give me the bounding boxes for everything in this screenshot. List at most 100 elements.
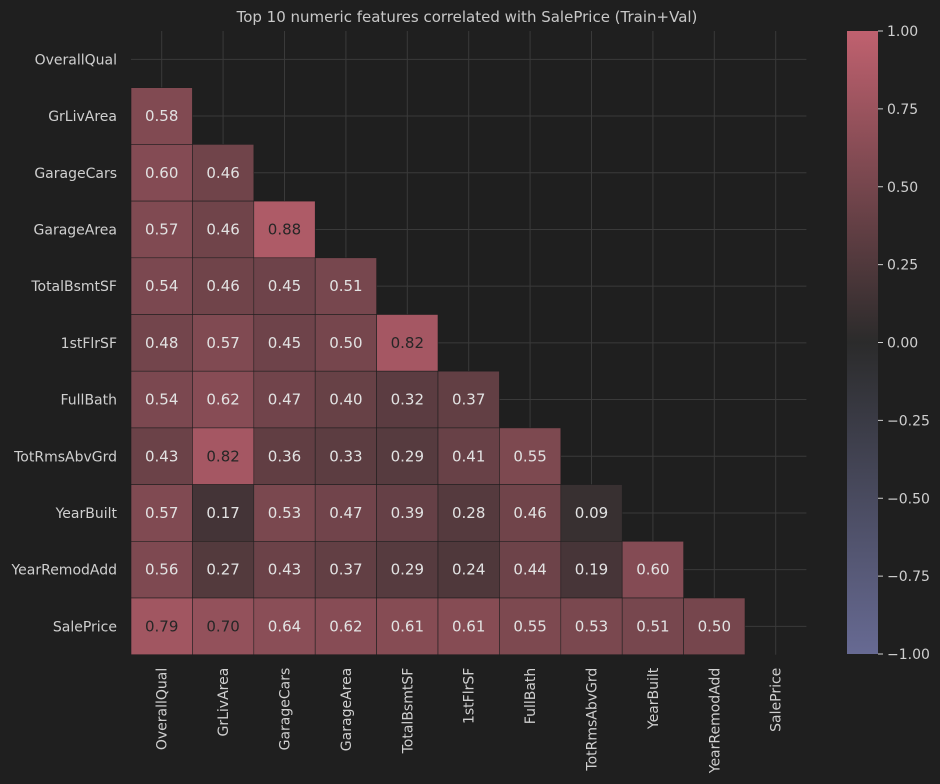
cell-value-label: 0.41	[452, 447, 485, 465]
cell-value-label: 0.54	[145, 391, 178, 409]
x-tick-label: GarageArea	[339, 668, 355, 751]
heatmap-cell	[499, 484, 562, 542]
heatmap-cell	[376, 314, 439, 372]
cell-value-label: 0.46	[206, 277, 239, 295]
cell-value-label: 0.55	[513, 447, 546, 465]
colorbar-gradient	[847, 31, 878, 654]
cell-value-label: 0.50	[329, 334, 362, 352]
cell-value-label: 0.39	[391, 504, 424, 522]
heatmap-cell	[253, 484, 316, 542]
heatmap-cell	[130, 314, 193, 372]
heatmap-cell	[192, 597, 255, 656]
cell-value-label: 0.37	[452, 391, 485, 409]
heatmap-cell	[314, 257, 377, 315]
cell-value-label: 0.44	[513, 561, 546, 579]
cell-value-label: 0.50	[698, 617, 731, 635]
cell-value-label: 0.58	[145, 107, 178, 125]
heatmap-cell	[621, 597, 684, 656]
y-axis-labels: OverallQual GrLivArea GarageCars GarageArea…	[10, 52, 117, 635]
heatmap-cell	[192, 540, 255, 599]
cell-value-label: 0.29	[391, 561, 424, 579]
cell-value-label: 0.60	[636, 561, 669, 579]
heatmap-cell	[130, 484, 193, 542]
heatmap-cell	[253, 314, 316, 372]
x-tick-label: FullBath	[523, 668, 539, 725]
y-tick-label: OverallQual	[35, 52, 117, 68]
y-tick-label: GarageArea	[34, 222, 117, 238]
x-tick-label: 1stFlrSF	[462, 668, 478, 724]
heatmap-cell	[130, 370, 193, 429]
cell-value-label: 0.43	[268, 561, 301, 579]
y-tick-label: SalePrice	[53, 619, 117, 635]
heatmap-cell	[253, 427, 316, 485]
heatmap-cell	[253, 370, 316, 429]
heatmap-cell	[314, 370, 377, 429]
y-tick-label: TotRmsAbvGrd	[13, 449, 117, 465]
cell-value-label: 0.28	[452, 504, 485, 522]
cell-value-label: 0.36	[268, 447, 301, 465]
heatmap-cell	[499, 427, 562, 485]
y-tick-label: FullBath	[61, 393, 118, 409]
cell-value-label: 0.88	[268, 220, 301, 238]
colorbar-tick-label: −1.00	[887, 647, 930, 663]
y-tick-label: YearBuilt	[55, 506, 118, 522]
cell-value-label: 0.82	[391, 334, 424, 352]
heatmap-cell	[683, 597, 746, 656]
cell-value-label: 0.47	[329, 504, 362, 522]
heatmap-cell	[314, 484, 377, 542]
cell-value-label: 0.33	[329, 447, 362, 465]
colorbar: 1.00 0.75 0.50 0.25 0.00 −0.25 −0.50 −0.75 −1.00	[847, 24, 930, 663]
cell-value-label: 0.61	[391, 617, 424, 635]
cell-value-label: 0.64	[268, 617, 301, 635]
cell-value-label: 0.37	[329, 561, 362, 579]
x-tick-label: OverallQual	[155, 668, 171, 750]
cell-value-label: 0.51	[636, 617, 669, 635]
cell-value-label: 0.47	[268, 391, 301, 409]
heatmap-cell	[253, 257, 316, 315]
x-tick-label: TotRmsAbvGrd	[585, 668, 601, 772]
cell-value-label: 0.27	[206, 561, 239, 579]
cell-value-label: 0.45	[268, 277, 301, 295]
cell-value-label: 0.29	[391, 447, 424, 465]
cell-value-label: 0.46	[206, 164, 239, 182]
cell-value-label: 0.17	[206, 504, 239, 522]
x-tick-label: YearBuilt	[646, 667, 662, 730]
y-tick-label: 1stFlrSF	[61, 336, 117, 352]
x-tick-label: TotalBsmtSF	[400, 668, 416, 755]
cell-value-label: 0.55	[513, 617, 546, 635]
cell-value-label: 0.56	[145, 561, 178, 579]
cell-value-label: 0.62	[329, 617, 362, 635]
chart-title: Top 10 numeric features correlated with …	[236, 8, 698, 26]
heatmap-cell	[314, 427, 377, 485]
heatmap-cell	[376, 484, 439, 542]
heatmap-cell	[376, 540, 439, 599]
cell-value-label: 0.62	[206, 391, 239, 409]
cell-value-label: 0.53	[575, 617, 608, 635]
cell-value-label: 0.24	[452, 561, 485, 579]
heatmap-cell	[621, 540, 684, 599]
colorbar-tick-label: −0.50	[887, 491, 930, 507]
heatmap-cell	[253, 540, 316, 599]
colorbar-tick-label: 0.00	[887, 336, 918, 352]
heatmap-cell	[314, 314, 377, 372]
heatmap-cell	[314, 597, 377, 656]
cell-value-label: 0.57	[145, 220, 178, 238]
cell-value-label: 0.46	[206, 220, 239, 238]
y-tick-label: GarageCars	[34, 166, 117, 182]
y-tick-label: TotalBsmtSF	[30, 279, 117, 295]
cell-value-label: 0.51	[329, 277, 362, 295]
heatmap-cell	[130, 257, 193, 315]
cell-value-label: 0.53	[268, 504, 301, 522]
y-tick-label: GrLivArea	[48, 109, 117, 125]
cell-value-label: 0.60	[145, 164, 178, 182]
x-tick-label: YearRemodAdd	[707, 668, 723, 775]
cell-value-label: 0.43	[145, 447, 178, 465]
colorbar-tick-label: −0.75	[887, 569, 930, 585]
cell-value-label: 0.45	[268, 334, 301, 352]
heatmap-cell	[314, 540, 377, 599]
heatmap-cell	[130, 200, 193, 259]
cell-value-label: 0.82	[206, 447, 239, 465]
x-tick-label: SalePrice	[769, 668, 785, 732]
heatmap-cell	[130, 144, 193, 202]
